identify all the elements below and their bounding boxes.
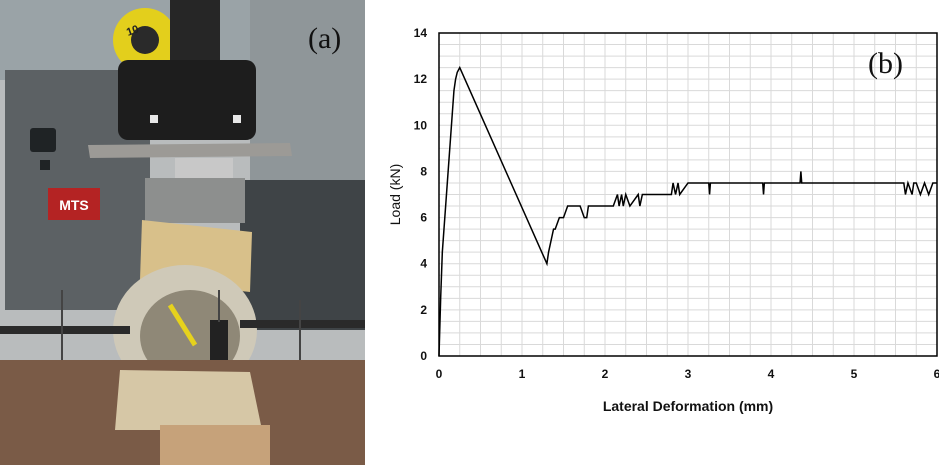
x-tick-label: 3	[685, 367, 692, 381]
load-deformation-chart: 0 2 4 6 8 10 12 14 0 1 2 3 4 5 6 Lateral Deformation (…	[370, 0, 939, 465]
wooden-support	[115, 370, 262, 430]
head-marker-left	[150, 115, 158, 123]
grid-lines	[438, 32, 938, 357]
y-axis-title: Load (kN)	[387, 164, 403, 225]
panel-label-a: (a)	[308, 22, 341, 55]
loading-head	[118, 60, 256, 140]
head-marker-right	[233, 115, 241, 123]
horizontal-rod-right	[240, 320, 365, 328]
y-tick-label: 14	[414, 26, 428, 40]
y-tick-label: 6	[420, 211, 427, 225]
panel-label-b: (b)	[868, 47, 903, 80]
x-tick-label: 1	[519, 367, 526, 381]
mts-badge-text: MTS	[59, 197, 89, 213]
plot-frame	[438, 32, 938, 357]
spool-text: 10	[125, 23, 141, 38]
x-tick-label: 0	[436, 367, 443, 381]
y-tick-label: 10	[414, 118, 428, 132]
y-tick-label: 8	[420, 164, 427, 178]
actuator-arm	[170, 0, 220, 70]
test-setup-photo: MTS 10 (a)	[0, 0, 365, 465]
load-cell	[175, 158, 233, 180]
series-line	[438, 65, 937, 357]
x-tick-label: 5	[851, 367, 858, 381]
test-setup-illustration: MTS 10 (a)	[0, 0, 365, 465]
horizontal-rod-left	[0, 326, 130, 334]
y-tick-label: 2	[420, 303, 427, 317]
x-tick-label: 6	[934, 367, 939, 381]
cabinet-display	[30, 128, 56, 152]
yellow-strap	[167, 303, 198, 347]
spool-hub	[131, 26, 159, 54]
wooden-base	[160, 425, 270, 465]
cabinet-button	[40, 160, 50, 170]
y-tick-label: 0	[420, 349, 427, 363]
y-tick-label: 12	[414, 72, 428, 86]
machine-frame-right	[240, 180, 365, 330]
spreader-block	[145, 178, 245, 223]
x-tick-label: 4	[768, 367, 775, 381]
loading-plate	[88, 143, 292, 158]
mts-badge	[48, 188, 100, 220]
y-tick-label: 4	[420, 257, 427, 271]
x-axis-title: Lateral Deformation (mm)	[603, 398, 773, 414]
x-tick-label: 2	[602, 367, 609, 381]
